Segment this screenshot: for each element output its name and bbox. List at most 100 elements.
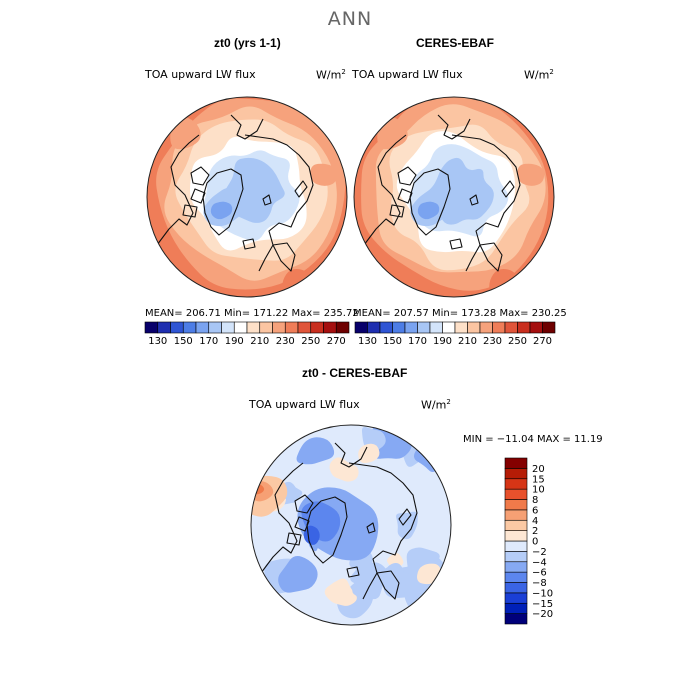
- greenland-coast: [202, 168, 244, 236]
- p3-cb-tick-label-7: 0: [532, 537, 538, 548]
- p3-cb-tick-label-4: −6: [532, 568, 547, 579]
- p3-cb-swatch-0: [504, 613, 528, 625]
- p2-warm-pocket-2: [517, 163, 545, 186]
- p2-cb-swatch-13: [517, 321, 531, 334]
- panel-1-units: W/m2: [316, 68, 346, 82]
- eurasia-coast: [451, 134, 521, 272]
- p3-cb-tick-label-2: −10: [532, 588, 553, 599]
- p3-cb-tick-label-11: 8: [532, 495, 538, 506]
- p1-cb-swatch-13: [310, 321, 324, 334]
- p3-cb-swatch-7: [504, 540, 528, 552]
- p1-cb-tick-label-4: 210: [250, 336, 269, 347]
- p3-cb-tick-label-5: −4: [532, 557, 547, 568]
- p2-cb-swatch-2: [379, 321, 393, 334]
- north-america-coast: [260, 462, 304, 574]
- panel-1-polar-map: [146, 96, 348, 298]
- p1-cb-swatch-5: [208, 321, 222, 334]
- p2-cb-tick-label-5: 230: [483, 336, 502, 347]
- iceland-coast: [346, 566, 360, 578]
- panel-1-title: zt0 (yrs 1-1): [214, 36, 281, 50]
- p1-warm-pocket-2: [310, 163, 338, 186]
- p1-boundary: [146, 96, 348, 298]
- p2-cb-swatch-15: [542, 321, 556, 334]
- p1-cb-swatch-6: [221, 321, 235, 334]
- p3-cb-swatch-1: [504, 602, 528, 614]
- figure-title: ANN: [327, 8, 373, 30]
- p3-blotch-22: [278, 556, 318, 593]
- p3-blotch-24: [352, 562, 388, 600]
- p3-cb-swatch-11: [504, 499, 528, 511]
- p1-warm-pocket-3: [282, 268, 312, 297]
- p2-cb-swatch-7: [442, 321, 456, 334]
- p3-blotch-1: [396, 511, 418, 540]
- p1-cb-tick-label-1: 150: [174, 336, 193, 347]
- arctic-islands-coast: [262, 180, 308, 206]
- p2-cb-tick-label-1: 150: [383, 336, 402, 347]
- p2-cb-swatch-3: [392, 321, 406, 334]
- panel-1-stats: MEAN= 206.71 Min= 171.22 Max= 235.72: [145, 308, 359, 319]
- panel-3-title: zt0 - CERES-EBAF: [302, 366, 408, 380]
- p2-field: [354, 97, 554, 297]
- p3-field: [251, 425, 451, 625]
- p1-cb-swatch-8: [246, 321, 261, 334]
- scandinavia-coast: [272, 242, 296, 272]
- p3-cb-swatch-3: [504, 582, 528, 594]
- p2-boundary: [353, 96, 555, 298]
- p3-cb-tick-label-13: 15: [532, 474, 545, 485]
- p3-blotch-0: [296, 437, 335, 465]
- p3-cb-swatch-12: [504, 488, 528, 500]
- p1-cb-tick-label-2: 170: [199, 336, 218, 347]
- p1-greenland-core: [210, 201, 233, 220]
- iceland-coast: [449, 238, 463, 250]
- arctic-islands-coast: [469, 180, 515, 206]
- archipelago-coast: [389, 166, 417, 218]
- panel-3-polar-map: [250, 424, 452, 626]
- p2-warm-pocket-3: [489, 268, 519, 297]
- eurasia-coast: [244, 134, 314, 272]
- p3-cb-tick-label-12: 10: [532, 485, 545, 496]
- north-america-coast: [156, 134, 200, 246]
- p3-cb-tick-label-6: −2: [532, 547, 547, 558]
- p1-cb-swatch-3: [182, 321, 197, 334]
- p3-cb-swatch-10: [504, 509, 528, 521]
- p2-cb-tick-label-3: 190: [433, 336, 452, 347]
- p1-cb-swatch-10: [272, 321, 286, 334]
- p2-cb-swatch-0: [354, 321, 368, 334]
- panel-3-units: W/m2: [421, 398, 451, 412]
- greenland-coast: [409, 168, 451, 236]
- panel-2-variable-label: TOA upward LW flux: [352, 68, 463, 81]
- p2-cb-swatch-1: [367, 321, 381, 334]
- p3-cb-swatch-4: [504, 571, 528, 583]
- p1-cb-swatch-1: [157, 321, 171, 334]
- panel-3-variable-label: TOA upward LW flux: [249, 398, 360, 411]
- p2-greenland-core: [417, 201, 440, 220]
- p1-cb-swatch-11: [284, 321, 299, 334]
- p3-cb-swatch-9: [504, 519, 528, 531]
- scandinavia-coast: [479, 242, 503, 272]
- p3-cb-tick-label-0: −20: [532, 609, 553, 620]
- p2-cb-swatch-9: [467, 321, 481, 334]
- p1-cb-swatch-2: [170, 321, 184, 334]
- p3-cb-swatch-14: [504, 468, 528, 480]
- p3-cb-tick-label-9: 4: [532, 516, 538, 527]
- p2-cb-tick-label-2: 170: [408, 336, 427, 347]
- p3-blotch-17: [324, 578, 357, 606]
- archipelago-coast: [286, 494, 314, 546]
- panel-2-stats: MEAN= 207.57 Min= 173.28 Max= 230.25: [353, 308, 567, 319]
- p2-cb-tick-label-6: 250: [508, 336, 527, 347]
- arctic-islands-coast: [366, 508, 412, 534]
- p2-cb-swatch-10: [479, 321, 493, 334]
- p2-cb-swatch-5: [417, 321, 431, 334]
- p2-cb-swatch-8: [454, 321, 468, 334]
- p3-blotch-23: [386, 562, 404, 580]
- p3-cb-swatch-15: [504, 457, 528, 469]
- p1-cb-swatch-9: [259, 321, 273, 334]
- panel-2-polar-map: [353, 96, 555, 298]
- greenland-coast: [306, 496, 348, 564]
- p1-cb-swatch-0: [144, 321, 159, 334]
- p1-cb-swatch-14: [323, 321, 337, 334]
- panel-1-colorbar: 130 150 170 190 210 230 250 270: [144, 321, 350, 347]
- panel-2-units: W/m2: [524, 68, 554, 82]
- p2-cb-swatch-11: [492, 321, 506, 334]
